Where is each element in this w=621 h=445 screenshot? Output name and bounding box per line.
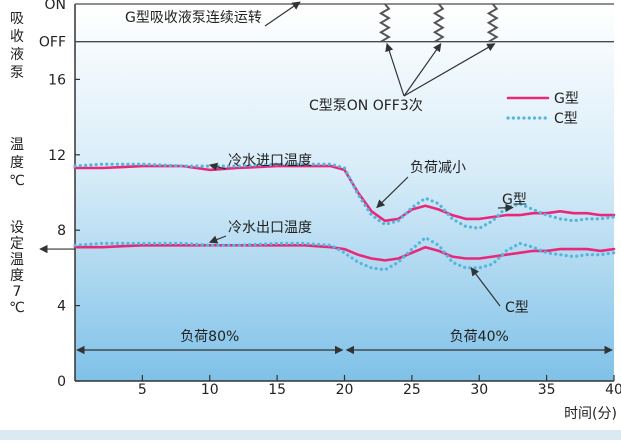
g-type-callout: G型 [502,192,527,208]
pump-cycle-label: C型泵ON OFF3次 [309,98,423,114]
load-drop-label: 负荷减小 [410,160,466,176]
x-tick-label: 25 [403,382,421,398]
y-tick-label: 8 [57,223,66,239]
legend-label: C型 [554,111,578,127]
pump-continuous-label: G型吸收液泵连续运转 [125,9,262,26]
y-tick-label: 0 [57,374,66,390]
outlet-label: 冷水出口温度 [228,220,312,236]
set-temp-axis-label-char: 设 [10,220,24,236]
y-tick-label: 16 [48,72,66,88]
pump-axis-label-char: 收 [10,29,24,45]
status-level-label: ON [45,0,67,13]
temp-axis-label-char: ℃ [9,173,25,189]
c-type-callout: C型 [505,300,529,316]
inlet-label: 冷水进口温度 [228,153,312,169]
x-tick-label: 20 [336,382,354,398]
pump-axis-label-char: 泵 [10,65,24,81]
x-tick-label: 10 [201,382,219,398]
set-temp-axis-label-char: 定 [10,236,24,252]
temp-axis-label-char: 度 [10,155,24,171]
pump-axis-label-char: 液 [10,47,24,63]
pump-axis-label-char: 吸 [10,11,24,27]
x-tick-label: 5 [138,382,147,398]
pump-axis-label: 吸收液泵 [10,11,24,81]
legend-label: G型 [554,91,579,107]
load-period-label: 负荷80% [180,329,239,345]
y-tick-label: 12 [48,148,66,164]
x-tick-label: 35 [538,382,556,398]
set-temp-axis-label-char: ℃ [9,300,25,316]
x-axis-title: 时间(分) [564,406,617,422]
bottom-strip [0,430,621,440]
plot-background [75,4,614,381]
set-temp-axis-label-char: 温 [10,252,24,268]
set-temp-axis-label-char: 度 [10,268,24,284]
y-tick-label: 4 [57,299,66,315]
temp-axis-label-char: 温 [10,137,24,153]
x-tick-label: 15 [268,382,286,398]
set-temp-axis-label-char: 7 [13,284,22,300]
status-level-label: OFF [39,35,66,51]
temp-axis-label: 温度 ℃ [9,137,25,189]
x-tick-label: 30 [470,382,488,398]
x-tick-label: 40 [605,382,621,398]
load-period-label: 负荷40% [450,329,509,345]
